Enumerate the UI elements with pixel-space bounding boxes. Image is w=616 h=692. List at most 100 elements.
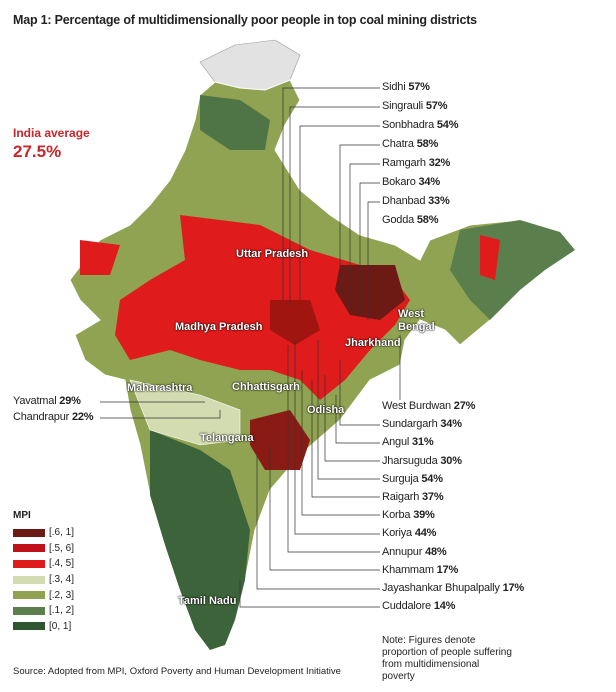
district-value: 32% — [428, 157, 451, 169]
legend-swatch — [13, 559, 45, 568]
district-label: Godda 58% — [382, 214, 439, 226]
legend-item: [0, 1] — [13, 619, 74, 635]
district-name: Jharsuguda — [382, 454, 438, 467]
district-value: 39% — [413, 509, 435, 522]
district-label: Koriya 44% — [382, 527, 436, 539]
district-value: 44% — [414, 527, 437, 540]
district-value: 34% — [418, 176, 441, 188]
leader-lines — [100, 87, 401, 608]
district-name: Angul — [382, 436, 410, 449]
district-name: Chatra — [382, 138, 414, 150]
legend-item: [.5, 6] — [13, 541, 74, 557]
district-value: 33% — [428, 195, 450, 207]
district-name: Raigarh — [382, 491, 420, 503]
district-value: 57% — [425, 100, 448, 112]
district-label: Surguja 54% — [382, 473, 443, 485]
district-value: 57% — [408, 81, 430, 93]
district-name: Dhanbad — [382, 195, 426, 207]
legend-label: [.1, 2] — [49, 605, 75, 617]
legend-title: MPI — [13, 510, 31, 521]
district-name: Koriya — [382, 527, 412, 540]
district-name: Surguja — [382, 472, 419, 485]
legend-label: [.3, 4] — [49, 574, 75, 586]
district-value: 34% — [440, 418, 462, 431]
legend-item: [.3, 4] — [13, 572, 74, 588]
district-value: 30% — [440, 454, 462, 467]
district-label: Chatra 58% — [382, 138, 438, 150]
district-label: West Burdwan 27% — [382, 400, 475, 412]
legend-item: [.6, 1] — [13, 525, 74, 541]
district-value: 54% — [421, 472, 443, 485]
district-name: Chandrapur — [13, 411, 70, 423]
state-label: Odisha — [307, 404, 345, 416]
region-very-high-mpi — [335, 265, 405, 320]
district-label: Singrauli 57% — [382, 100, 448, 112]
legend-swatch — [13, 606, 45, 615]
district-value: 27% — [453, 400, 476, 412]
district-value: 58% — [416, 138, 439, 150]
district-label: Raigarh 37% — [382, 491, 444, 503]
state-label: Chhattisgarh — [232, 381, 300, 393]
district-value: 31% — [412, 436, 434, 449]
district-label: Yavatmal 29% — [13, 395, 81, 407]
district-value: 17% — [436, 563, 459, 576]
district-name: Cuddalore — [382, 600, 431, 613]
district-label: Ramgarh 32% — [382, 157, 450, 169]
india-average-value: 27.5% — [13, 142, 62, 161]
legend-swatch — [13, 544, 45, 553]
region-high-mpi — [480, 235, 500, 280]
state-label: Uttar Pradesh — [236, 248, 309, 260]
district-name: West Burdwan — [382, 400, 451, 412]
state-label: Madhya Pradesh — [175, 321, 263, 333]
legend: MPI [.6, 1] [.5, 6] [.4, 5] [.3, 4] [.2, 3] [… — [13, 510, 74, 634]
legend-label: [.5, 6] — [49, 542, 75, 554]
state-label: Telangana — [200, 432, 254, 444]
district-name: Sundargarh — [382, 418, 438, 431]
district-label: Cuddalore 14% — [382, 600, 455, 612]
district-label: Dhanbad 33% — [382, 195, 450, 207]
district-value: 37% — [421, 491, 444, 503]
region-high-mpi — [80, 240, 120, 275]
legend-label: [.4, 5] — [49, 558, 75, 570]
district-value: 22% — [71, 411, 94, 423]
district-label: Chandrapur 22% — [13, 411, 94, 423]
district-name: Jayashankar Bhupalpally — [382, 582, 500, 594]
district-label: Korba 39% — [382, 509, 435, 521]
legend-swatch — [13, 575, 45, 584]
district-value: 54% — [436, 119, 459, 131]
legend-label: [.6, 1] — [49, 527, 75, 539]
district-value: 58% — [416, 214, 439, 226]
district-name: Godda — [382, 214, 415, 226]
district-label: Bokaro 34% — [382, 176, 440, 188]
district-label: Angul 31% — [382, 436, 434, 449]
district-value: 14% — [433, 600, 456, 613]
district-name: Sonbhadra — [382, 119, 435, 131]
district-name: Annupur — [382, 545, 423, 558]
legend-label: [0, 1] — [49, 620, 72, 632]
state-label: West Bengal — [398, 308, 435, 333]
state-label: Jharkhand — [345, 337, 401, 349]
map-title: Map 1: Percentage of multidimensionally … — [13, 13, 477, 27]
district-label: Sundargarh 34% — [382, 418, 462, 430]
district-value: 48% — [425, 545, 447, 558]
legend-swatch — [13, 591, 45, 600]
district-name: Sidhi — [382, 81, 406, 93]
region-high-mpi — [115, 215, 410, 400]
district-name: Singrauli — [382, 100, 424, 112]
district-value: 17% — [502, 582, 525, 594]
legend-label: [.2, 3] — [49, 589, 75, 601]
district-name: Yavatmal — [13, 395, 57, 407]
district-label: Annupur 48% — [382, 545, 447, 558]
region-light — [129, 379, 241, 446]
legend-swatch — [13, 622, 45, 631]
district-name: Korba — [382, 509, 411, 522]
legend-item: [.1, 2] — [13, 603, 74, 619]
region-dark-green — [150, 430, 250, 650]
legend-item: [.2, 3] — [13, 587, 74, 603]
legend-item: [.4, 5] — [13, 556, 74, 572]
district-name: Bokaro — [382, 176, 416, 188]
district-label: Jharsuguda 30% — [382, 455, 462, 467]
state-label: Tamil Nadu — [178, 595, 237, 607]
india-average-label: India average — [13, 126, 90, 140]
note: Note: Figures denote proportion of peopl… — [382, 635, 512, 682]
